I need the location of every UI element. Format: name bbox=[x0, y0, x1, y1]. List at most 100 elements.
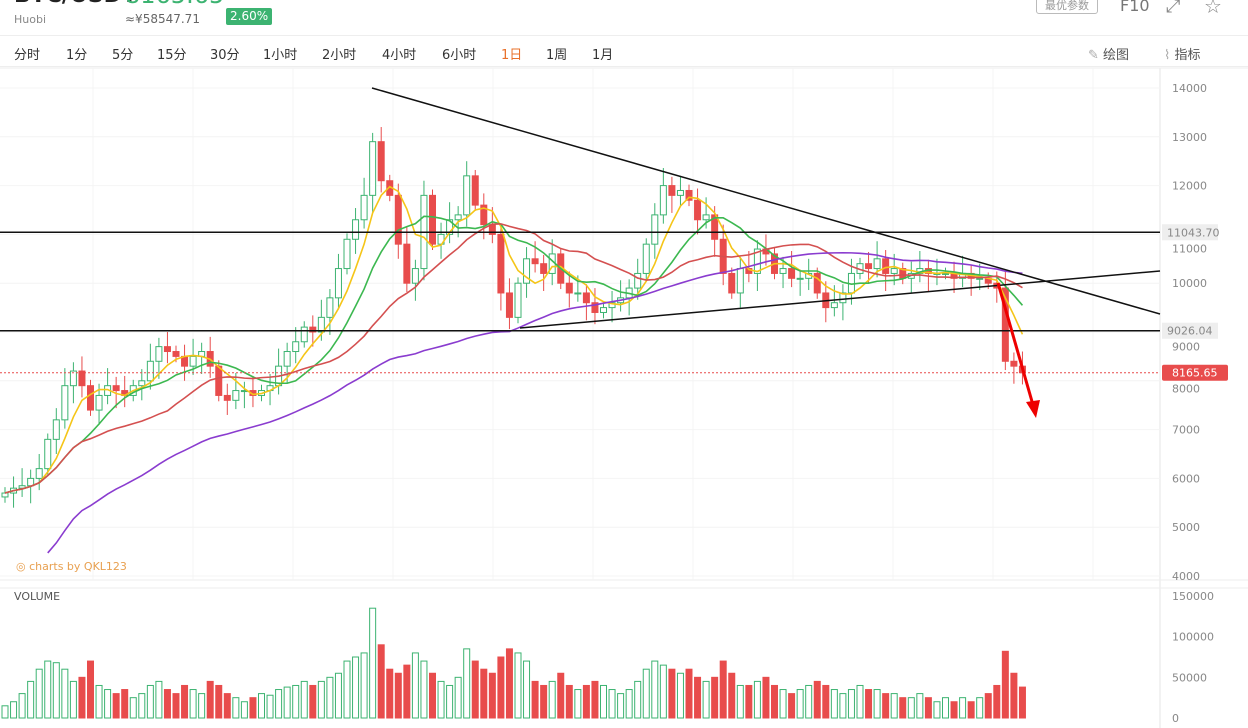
candle bbox=[334, 268, 342, 299]
tab-interval[interactable]: 30分 bbox=[210, 48, 240, 63]
y-tick-label: 13000 bbox=[1172, 131, 1207, 144]
volume-bar bbox=[668, 668, 676, 719]
optimal-params-button[interactable]: 最优参数 bbox=[1036, 0, 1098, 14]
candle bbox=[796, 277, 804, 280]
level-tag bbox=[1162, 322, 1218, 339]
candle bbox=[155, 346, 163, 362]
volume-bar bbox=[309, 684, 317, 719]
volume-bar bbox=[745, 684, 753, 719]
volume-bar bbox=[240, 701, 248, 719]
fullscreen-icon[interactable]: ⤢ bbox=[1166, 0, 1181, 17]
volume-bar bbox=[146, 684, 154, 719]
tab-interval[interactable]: 1分 bbox=[66, 48, 88, 63]
tab-interval[interactable]: 分时 bbox=[14, 48, 41, 63]
volume-bar bbox=[497, 656, 505, 719]
volume-bar bbox=[215, 684, 223, 719]
candle bbox=[839, 292, 847, 304]
volume-bar bbox=[625, 689, 633, 719]
indicator-icon: ⌇ bbox=[1164, 48, 1171, 63]
volume-bar bbox=[933, 701, 941, 719]
volume-bar bbox=[608, 689, 616, 719]
tab-interval[interactable]: 1月 bbox=[592, 48, 614, 63]
volume-bar bbox=[890, 693, 898, 719]
volume-bar bbox=[694, 676, 702, 719]
tab-interval[interactable]: 1日 bbox=[501, 48, 523, 63]
indicator-button[interactable]: ⌇ 指标 bbox=[1164, 44, 1201, 63]
candle bbox=[736, 268, 744, 294]
exchange-name: Huobi bbox=[14, 13, 47, 26]
volume-bar bbox=[1001, 650, 1009, 719]
tab-interval[interactable]: 4小时 bbox=[382, 48, 417, 63]
candle bbox=[685, 189, 693, 201]
volume-bar bbox=[95, 684, 103, 719]
volume-bar bbox=[565, 684, 573, 719]
volume-bar bbox=[471, 660, 479, 719]
volume-bar bbox=[976, 697, 984, 719]
draw-button[interactable]: ✎ 绘图 bbox=[1088, 44, 1129, 63]
tab-interval[interactable]: 5分 bbox=[112, 48, 134, 63]
candle bbox=[454, 214, 462, 221]
volume-bar bbox=[437, 680, 445, 719]
candle bbox=[890, 268, 898, 274]
volume-bar bbox=[377, 644, 385, 719]
volume-bar bbox=[292, 684, 300, 719]
candle bbox=[78, 370, 86, 387]
f10-button[interactable]: F10 bbox=[1120, 0, 1150, 15]
watermark: ◎ charts by QKL123 bbox=[16, 560, 127, 573]
candle bbox=[471, 175, 479, 206]
candle bbox=[600, 307, 607, 313]
indicator-label: 指标 bbox=[1174, 48, 1201, 63]
y-tick-label: 8000 bbox=[1172, 383, 1200, 396]
volume-bar bbox=[258, 693, 265, 719]
volume-bar bbox=[924, 697, 932, 719]
candle bbox=[711, 214, 719, 240]
candle bbox=[87, 385, 94, 411]
ma20-line bbox=[4, 223, 1023, 494]
candle bbox=[591, 302, 599, 313]
volume-bar bbox=[736, 684, 744, 719]
volume-bar bbox=[249, 697, 257, 719]
volume-tick-label: 100000 bbox=[1172, 631, 1214, 644]
candle bbox=[873, 258, 881, 270]
candle bbox=[292, 341, 300, 353]
volume-bar bbox=[112, 693, 120, 719]
tab-interval[interactable]: 6小时 bbox=[442, 48, 477, 63]
volume-bar bbox=[369, 607, 377, 719]
tab-interval[interactable]: 2小时 bbox=[322, 48, 357, 63]
volume-bar bbox=[634, 680, 642, 719]
volume-bar bbox=[411, 652, 419, 719]
volume-bar bbox=[275, 689, 283, 719]
volume-bar bbox=[540, 684, 548, 719]
volume-bar bbox=[155, 680, 163, 719]
candle bbox=[565, 282, 573, 294]
candle bbox=[352, 219, 360, 240]
y-tick-label: 10000 bbox=[1172, 277, 1207, 290]
volume-bar bbox=[788, 693, 796, 719]
volume-bar bbox=[480, 668, 488, 719]
candle bbox=[403, 243, 411, 284]
candle bbox=[52, 419, 60, 440]
volume-bar bbox=[223, 693, 231, 719]
candle bbox=[942, 272, 949, 275]
volume-bar bbox=[617, 693, 625, 719]
y-tick-label: 7000 bbox=[1172, 424, 1200, 437]
volume-bar bbox=[771, 684, 778, 719]
volume-bar bbox=[1, 705, 9, 719]
volume-bar bbox=[1018, 686, 1026, 719]
volume-bar bbox=[557, 672, 565, 719]
volume-bar bbox=[984, 693, 992, 719]
tab-interval[interactable]: 15分 bbox=[157, 48, 187, 63]
volume-bar bbox=[429, 672, 436, 719]
volume-bar bbox=[360, 652, 368, 719]
candle bbox=[446, 219, 454, 235]
tab-interval[interactable]: 1周 bbox=[546, 48, 568, 63]
volume-bar bbox=[266, 694, 274, 719]
volume-bar bbox=[531, 680, 539, 719]
volume-bar bbox=[574, 689, 582, 719]
candle bbox=[411, 268, 419, 284]
y-tick-label: 12000 bbox=[1172, 180, 1207, 193]
star-icon[interactable]: ☆ bbox=[1204, 0, 1222, 18]
tab-interval[interactable]: 1小时 bbox=[263, 48, 298, 63]
candle bbox=[1010, 360, 1018, 367]
